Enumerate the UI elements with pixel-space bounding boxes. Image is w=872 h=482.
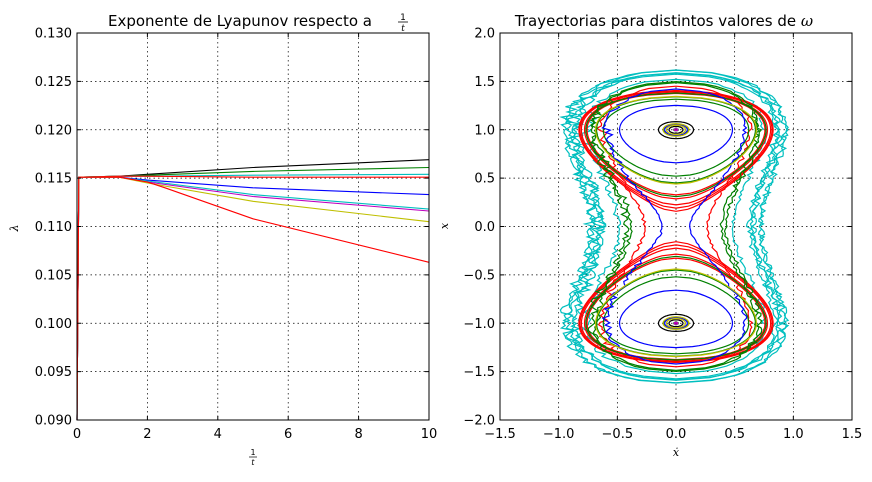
trajectory-curve [668,319,684,328]
lyapunov-series-line [76,176,430,421]
trajectory-curve [585,92,767,198]
lyapunov-series-line [76,166,430,421]
right-ytick-label: −0.5 [463,268,495,283]
left-ytick-label: 0.100 [35,317,72,332]
trajectory-curve [668,125,684,134]
trajectory-curve [664,123,688,137]
trajectory-curve [601,88,748,365]
trajectory-curve [657,313,695,333]
trajectory-curve [619,104,733,164]
lyapunov-chart: Exponente de Lyapunov respecto a 1 t 0 2 4… [8,12,437,467]
trajectory-curve [673,128,679,132]
left-y-ticks: 0.090 0.095 0.100 0.105 0.110 0.115 0.120 0.125… [35,27,429,429]
right-xtick-label: 0.5 [724,427,745,442]
trajectory-curve [559,69,789,384]
right-ytick-label: 0.0 [474,220,495,235]
left-title-fraction-denominator: t [401,24,405,34]
trajectory-curve [673,321,679,325]
left-xtick-label: 4 [214,427,222,442]
lyapunov-series-line [76,173,430,421]
left-xtick-label: 10 [421,427,438,442]
left-chart-title: Exponente de Lyapunov respecto a [108,12,372,30]
trajectory-curve [564,72,783,381]
left-x-axis-label: 1 t [249,448,257,467]
lyapunov-series-line [76,159,430,421]
trajectory-curve [595,85,754,368]
trajectory-curve [589,82,761,371]
right-xtick-label: −0.5 [602,427,634,442]
right-xtick-label: −1.0 [543,427,575,442]
right-series-group [559,69,790,384]
left-ytick-label: 0.130 [35,27,72,42]
lyapunov-series-line [76,176,430,421]
trajectory-curve [594,95,758,185]
trajectory-curve [587,80,763,373]
trajectory-curve [662,123,690,137]
right-ytick-label: −1.5 [463,365,495,380]
trajectories-chart: Trayectorias para distintos valores de ω… [438,12,862,459]
right-xtick-label: 1.0 [783,427,804,442]
trajectory-curve [585,255,767,361]
lyapunov-series-line [76,175,429,421]
trajectory-curve [665,124,687,136]
left-ytick-label: 0.125 [35,75,72,90]
right-chart-title: Trayectorias para distintos valores de ω [514,12,813,30]
left-title-fraction-numerator: 1 [400,13,406,23]
left-xtick-label: 0 [73,427,81,442]
right-title-omega: ω [801,12,813,30]
right-xtick-label: 0.0 [666,427,687,442]
left-xtick-label: 2 [143,427,151,442]
left-ytick-label: 0.105 [35,268,72,283]
left-xlabel-numerator: 1 [250,448,255,457]
trajectory-curve [619,289,733,349]
left-title-fraction: 1 t [398,13,408,34]
lyapunov-series-line [76,176,430,421]
left-series-group [76,159,430,421]
right-x-axis-label: ẋ [673,446,680,459]
left-ytick-label: 0.095 [35,365,72,380]
trajectory-curve [580,247,772,363]
trajectory-curve [581,78,768,375]
right-x-ticks: −1.5 −1.0 −0.5 0.0 0.5 1.0 1.5 [484,33,862,442]
trajectory-curve [569,73,780,380]
left-x-ticks: 0 2 4 6 8 10 [73,33,437,442]
left-y-axis-label: λ [8,225,21,233]
right-y-ticks: −2.0 −1.5 −1.0 −0.5 0.0 0.5 1.0 1.5 2.0 [463,27,852,429]
left-ytick-label: 0.115 [35,172,72,187]
lyapunov-series-line [76,176,430,421]
trajectory-curve [594,268,758,358]
trajectory-curve [664,316,688,330]
left-ytick-label: 0.120 [35,123,72,138]
right-ytick-label: 2.0 [474,27,495,42]
trajectory-curve [657,120,695,140]
right-ytick-label: 1.0 [474,123,495,138]
trajectory-curve [665,317,687,329]
right-y-axis-label: x [438,222,451,229]
left-ytick-label: 0.090 [35,414,72,429]
right-ytick-label: 0.5 [474,172,495,187]
left-xlabel-denominator: t [251,458,255,467]
left-xtick-label: 8 [354,427,362,442]
left-grid [77,33,429,420]
right-xtick-label: −1.5 [484,427,516,442]
right-ytick-label: −2.0 [463,414,495,429]
left-ytick-label: 0.110 [35,220,72,235]
trajectory-curve [602,276,750,355]
right-ytick-label: 1.5 [474,75,495,90]
trajectory-curve [662,316,690,330]
right-xtick-label: 1.5 [842,427,863,442]
right-ytick-label: −1.0 [463,317,495,332]
trajectory-curve [578,89,774,212]
left-xtick-label: 6 [284,427,292,442]
lyapunov-series-line [76,176,430,421]
